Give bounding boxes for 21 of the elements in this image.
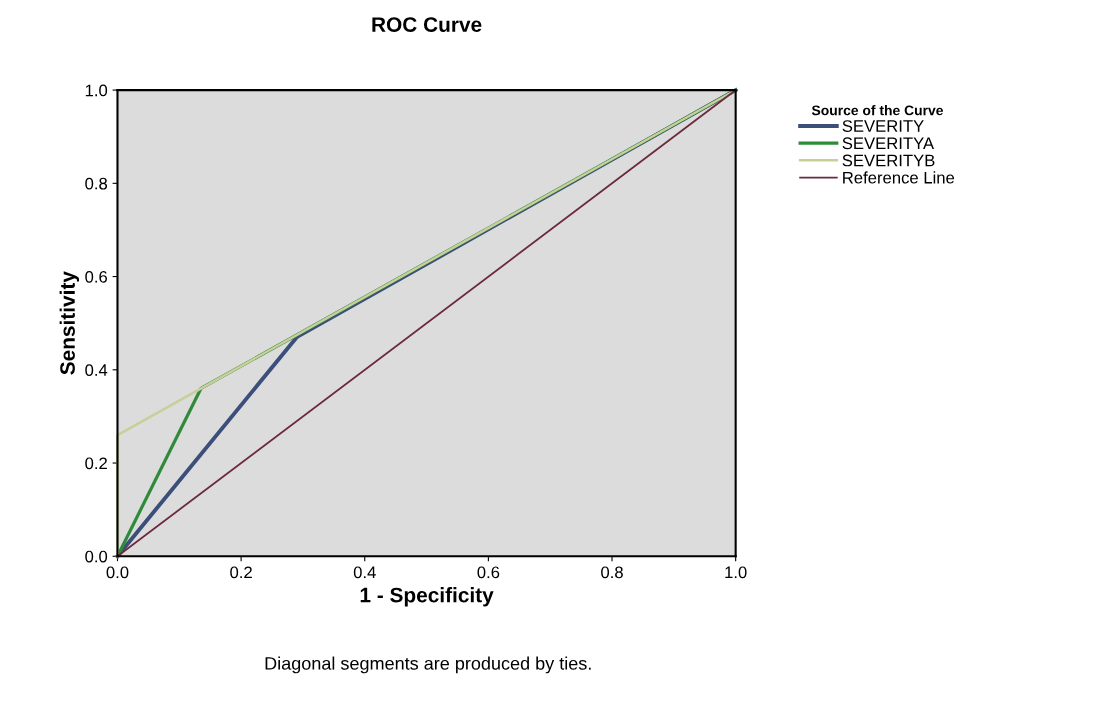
x-tick-label: 0.2 <box>230 566 252 579</box>
y-tick-label: 1.0 <box>85 84 108 97</box>
legend-label: SEVERITYA <box>842 137 935 150</box>
x-tick-label: 0.0 <box>106 566 129 579</box>
y-tick-label: 0.8 <box>85 177 108 190</box>
x-tick-label: 1.0 <box>725 566 747 579</box>
x-tick-label: 0.4 <box>353 566 376 579</box>
legend-label: Reference Line <box>843 171 955 184</box>
y-tick-label: 0.2 <box>85 457 107 470</box>
x-axis-title: 1 - Specificity <box>360 587 494 607</box>
legend-title: Source of the Curve <box>811 105 943 116</box>
legend-label: SEVERITYB <box>842 154 935 167</box>
y-axis-title: Sensitivity <box>59 271 80 375</box>
y-tick-label: 0.0 <box>85 550 108 563</box>
legend-label: SEVERITY <box>842 120 924 132</box>
chart-title: ROC Curve <box>372 17 482 32</box>
text: Diagonal segments are produced by ties. <box>265 656 591 674</box>
x-tick-label: 0.6 <box>477 566 500 579</box>
y-tick-label: 0.4 <box>85 364 108 376</box>
x-tick-label: 0.8 <box>601 566 623 579</box>
y-tick-label: 0.6 <box>85 270 108 283</box>
